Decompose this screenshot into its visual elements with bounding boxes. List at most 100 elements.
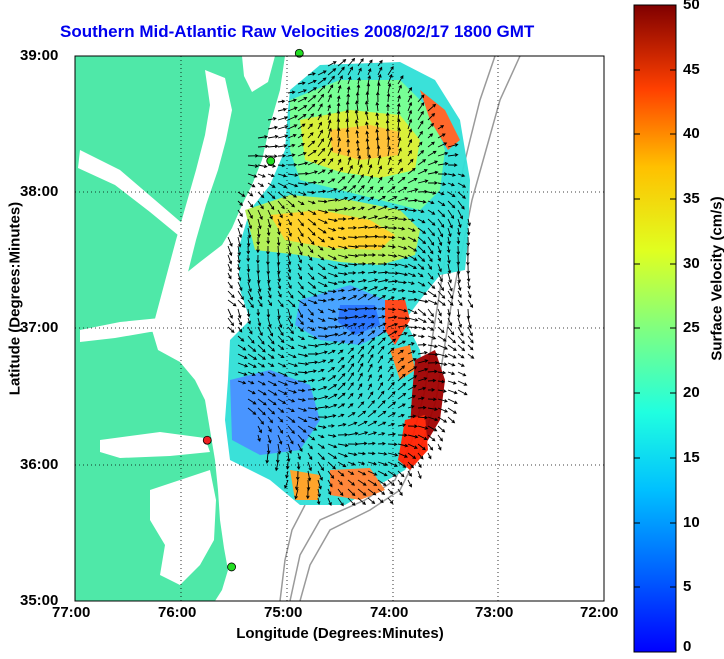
- velocity-arrow: [397, 488, 403, 496]
- velocity-arrow: [287, 443, 292, 454]
- velocity-arrow: [407, 198, 419, 203]
- velocity-arrow: [427, 360, 439, 365]
- velocity-arrow: [407, 118, 413, 130]
- velocity-arrow: [397, 136, 402, 148]
- velocity-arrow: [237, 353, 248, 359]
- velocity-arrow: [447, 344, 457, 351]
- velocity-arrow: [317, 113, 322, 121]
- velocity-arrow: [337, 272, 348, 276]
- velocity-arrow: [375, 91, 380, 103]
- velocity-arrow: [427, 218, 436, 226]
- velocity-arrow: [266, 308, 271, 319]
- velocity-arrow: [307, 470, 312, 482]
- velocity-arrow: [417, 308, 427, 316]
- velocity-arrow: [387, 73, 393, 85]
- velocity-arrow: [265, 452, 270, 464]
- colorbar-tick-label: 35: [683, 190, 700, 207]
- velocity-arrow: [347, 331, 356, 337]
- velocity-arrow: [267, 117, 277, 121]
- velocity-arrow: [256, 245, 260, 254]
- velocity-arrow: [294, 488, 299, 500]
- velocity-arrow: [387, 287, 397, 292]
- velocity-arrow: [367, 441, 376, 446]
- velocity-arrow: [267, 281, 272, 292]
- velocity-arrow: [307, 308, 314, 316]
- velocity-arrow: [427, 191, 437, 195]
- velocity-arrow: [364, 110, 369, 121]
- velocity-arrow: [327, 403, 338, 409]
- velocity-arrow: [437, 263, 442, 273]
- velocity-arrow: [367, 244, 378, 248]
- velocity-arrow: [277, 144, 288, 148]
- velocity-arrow: [327, 497, 332, 507]
- velocity-arrow: [347, 382, 354, 391]
- velocity-arrow: [277, 191, 287, 199]
- velocity-arrow: [267, 218, 272, 229]
- velocity-arrow: [267, 353, 275, 359]
- velocity-arrow: [354, 109, 359, 121]
- velocity-arrow: [247, 191, 254, 197]
- velocity-arrow: [347, 497, 356, 506]
- velocity-arrow: [357, 278, 367, 283]
- velocity-arrow: [417, 342, 427, 347]
- velocity-arrow: [407, 254, 418, 261]
- velocity-arrow: [357, 294, 368, 301]
- velocity-arrow: [257, 389, 267, 396]
- velocity-arrow: [377, 470, 388, 477]
- velocity-arrow: [336, 127, 341, 139]
- y-tick-label: 39:00: [20, 47, 59, 64]
- velocity-arrow: [307, 344, 319, 348]
- velocity-arrow: [336, 109, 341, 121]
- velocity-arrow: [237, 254, 241, 264]
- velocity-arrow: [307, 290, 318, 297]
- velocity-arrow: [337, 479, 343, 486]
- velocity-arrow: [417, 245, 426, 254]
- velocity-arrow: [427, 209, 436, 215]
- velocity-arrow: [427, 335, 437, 340]
- velocity-arrow: [397, 423, 407, 427]
- velocity-arrow: [377, 337, 386, 346]
- velocity-arrow: [357, 470, 367, 476]
- velocity-arrow: [387, 470, 397, 477]
- velocity-arrow: [387, 279, 399, 284]
- velocity-arrow: [447, 371, 456, 376]
- velocity-arrow: [447, 227, 452, 238]
- velocity-arrow: [297, 407, 308, 412]
- velocity-arrow: [337, 245, 348, 250]
- velocity-arrow: [257, 182, 265, 187]
- velocity-arrow: [417, 159, 427, 166]
- velocity-arrow: [387, 186, 396, 193]
- velocity-arrow: [456, 263, 461, 275]
- velocity-arrow: [437, 425, 446, 433]
- velocity-arrow: [457, 191, 466, 199]
- velocity-arrow: [297, 81, 306, 85]
- velocity-arrow: [317, 395, 329, 400]
- velocity-arrow: [337, 392, 346, 400]
- velocity-arrow: [237, 380, 247, 385]
- velocity-arrow: [387, 497, 394, 505]
- velocity-arrow: [337, 236, 347, 240]
- velocity-arrow: [357, 163, 363, 175]
- velocity-arrow: [317, 158, 326, 166]
- velocity-arrow: [427, 200, 435, 205]
- velocity-arrow: [227, 281, 233, 289]
- velocity-arrow: [397, 186, 408, 193]
- velocity-arrow: [357, 67, 362, 76]
- velocity-arrow: [237, 362, 249, 368]
- velocity-arrow: [377, 374, 382, 382]
- velocity-arrow: [357, 76, 361, 85]
- velocity-arrow: [397, 245, 408, 250]
- velocity-arrow: [407, 263, 417, 269]
- velocity-arrow: [277, 398, 287, 404]
- velocity-arrow: [407, 479, 412, 488]
- velocity-arrow: [407, 297, 418, 302]
- velocity-arrow: [367, 253, 376, 257]
- velocity-arrow: [257, 218, 262, 230]
- velocity-arrow: [386, 136, 391, 148]
- velocity-arrow: [357, 451, 367, 456]
- velocity-arrow: [397, 167, 404, 175]
- velocity-arrow: [307, 416, 319, 421]
- velocity-arrow: [337, 207, 348, 211]
- velocity-arrow: [307, 170, 318, 175]
- velocity-arrow: [257, 416, 265, 425]
